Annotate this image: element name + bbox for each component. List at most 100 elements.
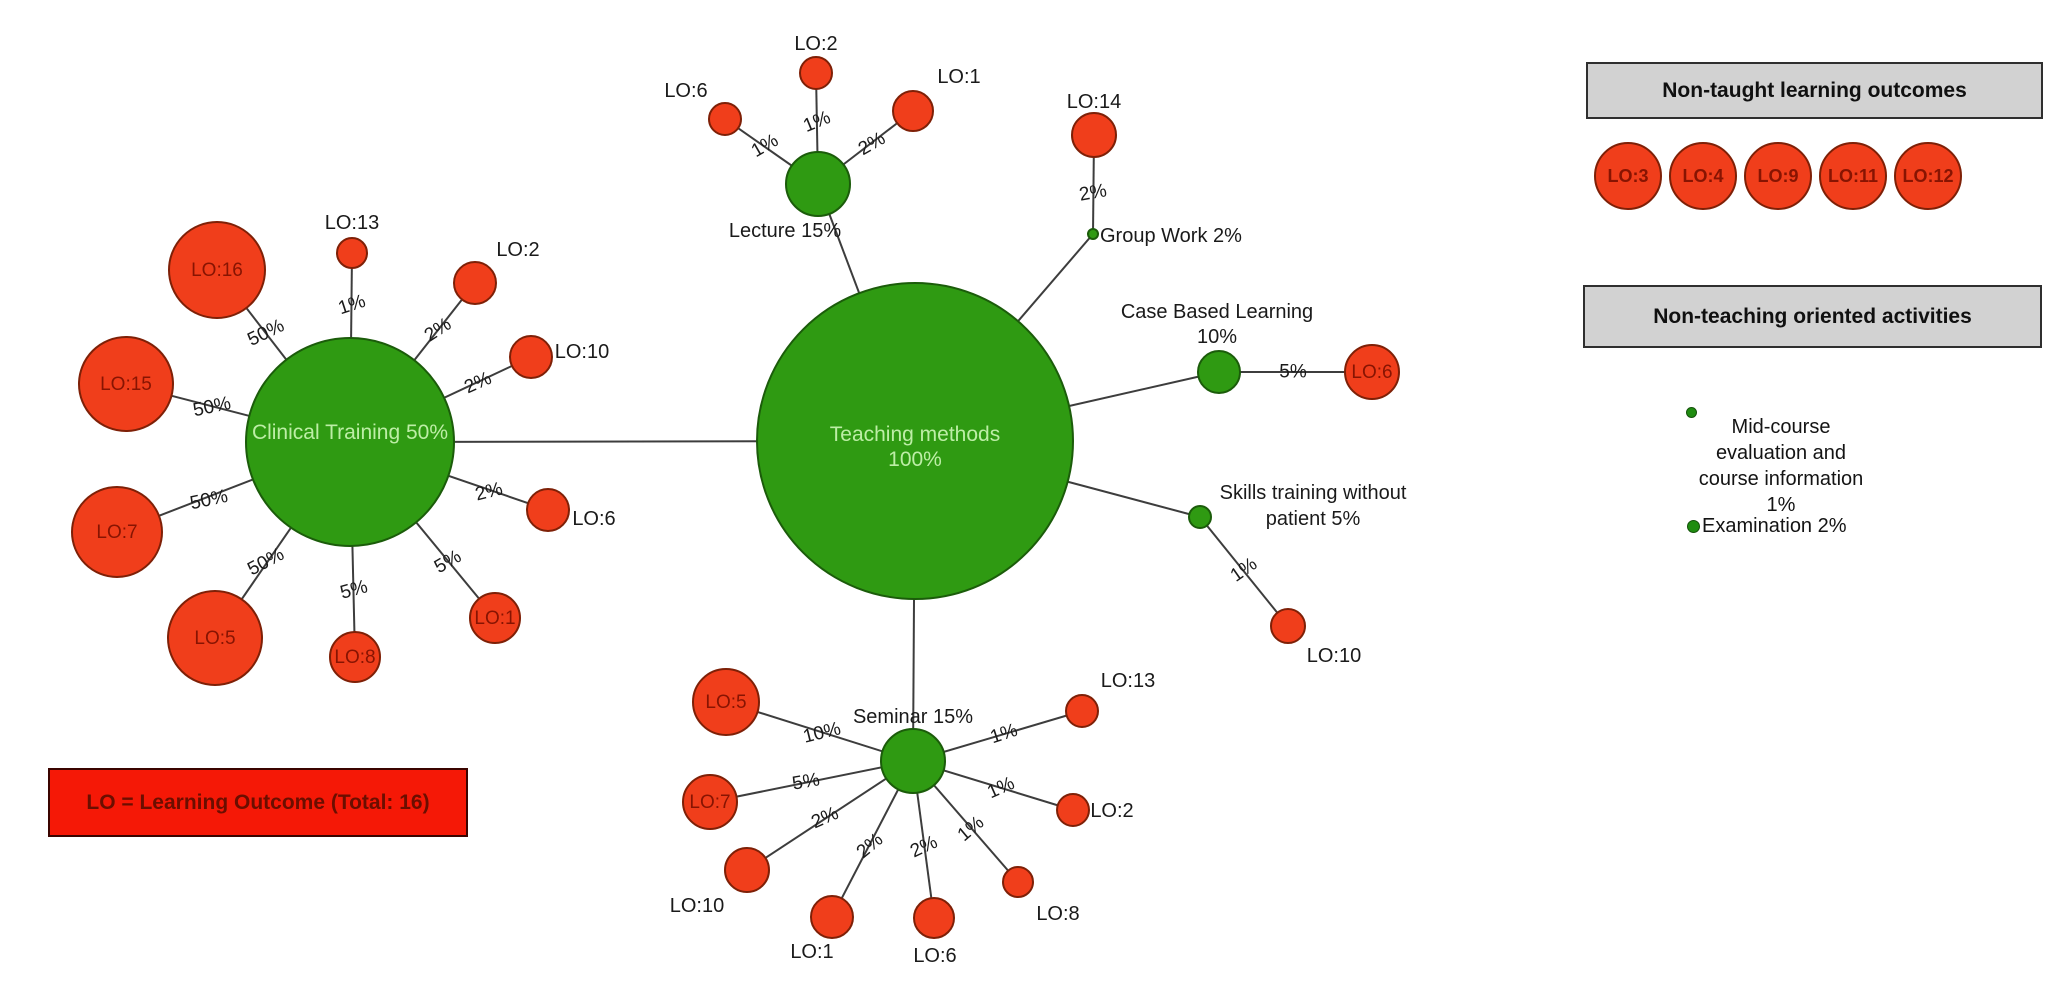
node-lo5-clinical	[167, 590, 263, 686]
label-seminar: Seminar 15%	[853, 706, 973, 728]
label-lo2-clinical: LO:2	[496, 239, 539, 261]
node-lo13-clinical	[336, 237, 368, 269]
node-lo2-lecture	[799, 56, 833, 90]
node-lo6-seminar	[913, 897, 955, 939]
node-label-lo5-seminar: LO:5	[705, 692, 746, 713]
node-lo6-lecture	[708, 102, 742, 136]
edge-seminar-to-lo7-seminar	[709, 760, 914, 803]
node-lo5-seminar	[692, 668, 760, 736]
edge-label-seminar-to-lo13-seminar: 1%	[988, 720, 1021, 748]
learning-outcome-note-label: LO = Learning Outcome (Total: 16)	[86, 790, 430, 814]
node-lo7-clinical	[71, 486, 163, 578]
node-lo8-seminar	[1002, 866, 1034, 898]
legend-circle-lo4-label: LO:4	[1682, 165, 1724, 186]
label-lo1-seminar: LO:1	[790, 941, 833, 963]
node-lo10-clinical	[509, 335, 553, 379]
node-case-based-learning	[1197, 350, 1241, 394]
edge-label-clinical-training-to-lo5-clinical: 50%	[244, 544, 288, 580]
label-lo2-lecture: LO:2	[794, 33, 837, 55]
label-lo14-group-work: LO:14	[1067, 91, 1121, 113]
legend-non-taught-circles: LO:3 LO:4 LO:9 LO:11 LO:12	[1594, 142, 1962, 210]
label-lo6-clinical: LO:6	[572, 508, 615, 530]
node-label-lo8-clinical: LO:8	[334, 647, 375, 668]
node-label-lo16-clinical: LO:16	[191, 260, 243, 281]
edge-label-seminar-to-lo10-seminar: 2%	[808, 803, 842, 833]
node-lo16-clinical	[168, 221, 266, 319]
edge-label-seminar-to-lo2-seminar: 1%	[984, 773, 1018, 803]
node-lo14-group-work	[1071, 112, 1117, 158]
legend-circle-lo12: LO:12	[1894, 142, 1962, 210]
legend-circle-lo12-label: LO:12	[1902, 165, 1954, 186]
edge-label-clinical-training-to-lo13-clinical: 1%	[336, 291, 369, 319]
legend-circle-lo9-label: LO:9	[1757, 165, 1799, 186]
label-lo6-seminar: LO:6	[913, 945, 956, 967]
legend-circle-lo9: LO:9	[1744, 142, 1812, 210]
label-lo10-skills-training: LO:10	[1307, 645, 1361, 667]
node-lo1-clinical	[469, 592, 521, 644]
legend-examination-item: Examination 2%	[1687, 515, 1847, 538]
legend-circle-lo4: LO:4	[1669, 142, 1737, 210]
node-label-clinical-training: Clinical Training 50%	[252, 421, 448, 444]
edge-label-clinical-training-to-lo15-clinical: 50%	[191, 393, 233, 421]
label-lo13-seminar: LO:13	[1101, 670, 1155, 692]
edge-label-seminar-to-lo1-seminar: 2%	[853, 829, 888, 863]
node-lo13-seminar	[1065, 694, 1099, 728]
node-label-lo6-case-based-learning: LO:6	[1351, 362, 1392, 383]
legend-midcourse-label: Mid-course evaluation and course informa…	[1698, 416, 1864, 516]
legend-circle-lo3-label: LO:3	[1607, 165, 1649, 186]
node-label-teaching-methods: Teaching methods 100%	[830, 423, 1000, 471]
edge-label-lecture-to-lo2-lecture: 1%	[800, 107, 833, 137]
legend-midcourse-item: Mid-course evaluation and course informa…	[1686, 362, 1865, 518]
node-label-lo7-clinical: LO:7	[96, 522, 137, 543]
edge-skills-training-to-lo10-skills-training	[1199, 516, 1289, 627]
edge-label-seminar-to-lo6-seminar: 2%	[907, 832, 941, 863]
legend-circle-lo3: LO:3	[1594, 142, 1662, 210]
label-lo13-clinical: LO:13	[325, 212, 379, 234]
label-lo1-lecture: LO:1	[937, 66, 980, 88]
edge-label-group-work-to-lo14-group-work: 2%	[1078, 180, 1109, 205]
node-label-lo15-clinical: LO:15	[100, 374, 152, 395]
label-case-based-learning: Case Based Learning 10%	[1121, 301, 1313, 348]
edge-label-clinical-training-to-lo16-clinical: 50%	[244, 315, 287, 351]
node-skills-training	[1188, 505, 1212, 529]
edge-label-clinical-training-to-lo6-clinical: 2%	[473, 478, 505, 505]
edge-label-clinical-training-to-lo8-clinical: 5%	[338, 576, 370, 603]
node-lo8-clinical	[329, 631, 381, 683]
edge-label-seminar-to-lo7-seminar: 5%	[791, 769, 822, 794]
label-lecture: Lecture 15%	[729, 220, 842, 242]
label-lo10-clinical: LO:10	[555, 341, 609, 363]
node-label-lo5-clinical: LO:5	[194, 628, 235, 649]
node-clinical-training	[245, 337, 455, 547]
label-lo10-seminar: LO:10	[670, 895, 724, 917]
edge-label-clinical-training-to-lo7-clinical: 50%	[188, 486, 230, 514]
node-lecture	[785, 151, 851, 217]
node-lo2-seminar	[1056, 793, 1090, 827]
label-lo6-lecture: LO:6	[664, 80, 707, 102]
label-lo8-seminar: LO:8	[1036, 903, 1079, 925]
label-lo2-seminar: LO:2	[1090, 800, 1133, 822]
node-lo2-clinical	[453, 261, 497, 305]
legend-header-non-teaching-label: Non-teaching oriented activities	[1653, 304, 1972, 328]
node-lo6-case-based-learning	[1344, 344, 1400, 400]
legend-circle-lo11-label: LO:11	[1827, 165, 1879, 186]
node-group-work	[1087, 228, 1099, 240]
node-lo6-clinical	[526, 488, 570, 532]
node-label-lo7-seminar: LO:7	[689, 792, 730, 813]
edge-label-seminar-to-lo5-seminar: 10%	[801, 718, 843, 748]
legend-header-non-taught-label: Non-taught learning outcomes	[1662, 78, 1967, 102]
legend-circle-lo11: LO:11	[1819, 142, 1887, 210]
edge-label-clinical-training-to-lo1-clinical: 5%	[431, 546, 465, 578]
node-lo7-seminar	[682, 774, 738, 830]
legend-examination-label: Examination 2%	[1702, 515, 1847, 537]
node-teaching-methods	[756, 282, 1074, 600]
node-lo1-lecture	[892, 90, 934, 132]
edge-label-lecture-to-lo6-lecture: 1%	[748, 130, 782, 162]
node-lo10-skills-training	[1270, 608, 1306, 644]
edge-label-clinical-training-to-lo2-clinical: 2%	[421, 314, 456, 347]
node-lo1-seminar	[810, 895, 854, 939]
green-dot-icon	[1687, 520, 1700, 533]
label-skills-training: Skills training without patient 5%	[1220, 482, 1407, 530]
legend-header-non-taught: Non-taught learning outcomes	[1586, 62, 2043, 119]
green-dot-icon	[1686, 407, 1697, 418]
